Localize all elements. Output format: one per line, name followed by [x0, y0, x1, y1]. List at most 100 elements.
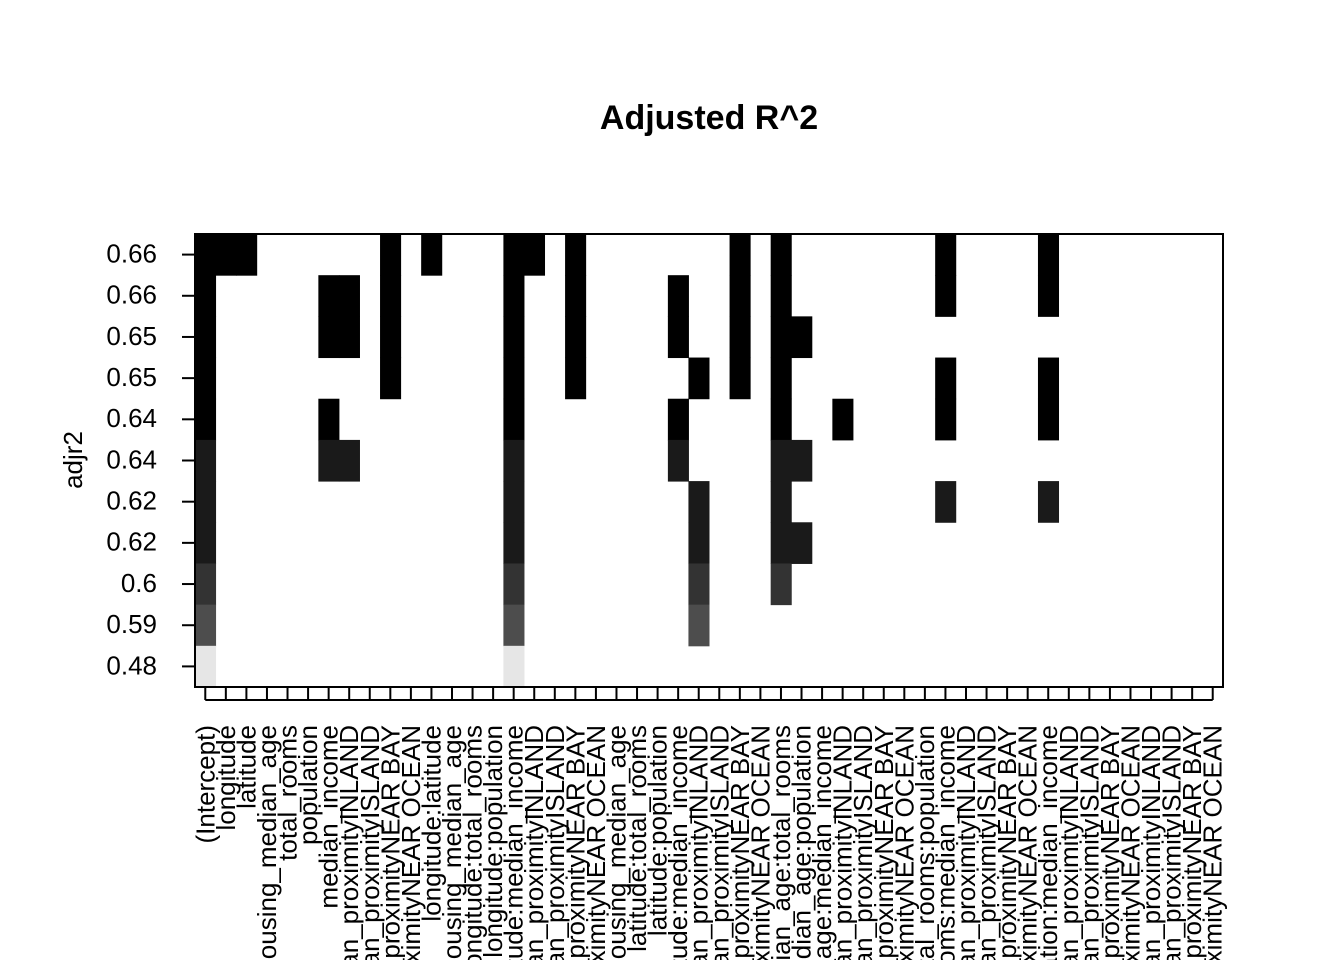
x-tick-label: latitude:population	[643, 725, 673, 936]
x-tick-label: ocean_proximityNEAR BAY	[375, 725, 405, 960]
x-tick-label: longitude:total_rooms	[458, 725, 488, 960]
cell	[770, 316, 792, 359]
x-tick-label: latitude:ocean_proximityINLAND	[684, 725, 714, 960]
cell	[318, 398, 340, 441]
cell	[503, 398, 525, 441]
cell	[667, 398, 689, 441]
x-tick-label: ocean_proximityINLAND	[334, 725, 364, 960]
cell	[791, 316, 813, 359]
x-tick-label: total_rooms:median_income	[930, 725, 960, 960]
cell	[380, 357, 402, 400]
cell	[688, 563, 710, 606]
x-tick-label: longitude:housing_median_age	[437, 725, 467, 960]
x-tick-label: longitude:ocean_proximityISLAND	[540, 725, 570, 960]
x-tick-label: housing_median_age:ocean_proximityINLAND	[828, 725, 858, 960]
cell	[565, 357, 587, 400]
x-tick-label: population:ocean_proximityNEAR BAY	[1095, 725, 1125, 960]
x-tick-label: latitude:ocean_proximityISLAND	[704, 725, 734, 960]
cell	[503, 481, 525, 523]
cell	[935, 481, 957, 523]
x-tick-label: latitude:housing_median_age	[601, 725, 631, 960]
x-tick-label: longitude:median_income	[499, 725, 529, 960]
x-tick-label: longitude:ocean_proximityNEAR BAY	[560, 725, 590, 960]
cell	[832, 398, 854, 441]
cell	[503, 604, 525, 647]
x-tick-label: total_rooms:population	[910, 725, 940, 960]
cell	[195, 439, 217, 482]
y-tick-label: 0.62	[106, 486, 157, 516]
cell	[236, 234, 258, 276]
cell	[338, 275, 360, 317]
x-tick-label: latitude:median_income	[663, 725, 693, 960]
x-tick-label: ocean_proximityNEAR OCEAN	[396, 725, 426, 960]
x-tick-label: population	[293, 725, 323, 845]
cell	[688, 357, 710, 400]
cell	[791, 522, 813, 564]
cell	[667, 439, 689, 482]
y-tick-label: 0.66	[106, 280, 157, 310]
cell	[1037, 234, 1060, 276]
cell	[667, 316, 689, 359]
cell	[770, 522, 792, 564]
cell	[1037, 275, 1060, 317]
x-tick-label: longitude:population	[478, 725, 508, 958]
cell	[503, 234, 525, 276]
cell	[503, 522, 525, 564]
cell	[380, 275, 402, 317]
x-tick-label: median_income:ocean_proximityNEAR BAY	[1177, 725, 1207, 960]
x-tick-label: median_income:ocean_proximityISLAND	[1157, 725, 1187, 960]
cell	[770, 234, 792, 276]
cell	[195, 398, 217, 441]
x-tick-label: (Intercept)	[190, 725, 220, 844]
cell	[770, 275, 792, 317]
cell	[935, 357, 957, 400]
x-tick-label: population:ocean_proximityINLAND	[1054, 725, 1084, 960]
cell	[503, 563, 525, 606]
x-tick-label: latitude:ocean_proximityNEAR BAY	[725, 725, 755, 960]
x-tick-label: housing_median_age:ocean_proximityNEAR B…	[869, 725, 899, 960]
y-tick-label: 0.6	[121, 568, 157, 598]
cell	[195, 275, 217, 317]
x-tick-label: housing_median_age	[252, 725, 282, 960]
y-tick-label: 0.59	[106, 609, 157, 639]
cell	[523, 234, 546, 276]
y-tick-label: 0.62	[106, 527, 157, 557]
cell	[380, 234, 402, 276]
x-tick-label: housing_median_age:ocean_proximityISLAND	[848, 725, 878, 960]
y-tick-label: 0.66	[106, 238, 157, 268]
cell	[503, 275, 525, 317]
cell	[318, 316, 340, 359]
y-tick-label: 0.64	[106, 444, 157, 474]
cell	[770, 481, 792, 523]
cell	[791, 439, 813, 482]
x-tick-label: housing_median_age:population	[787, 725, 817, 960]
cell	[503, 316, 525, 359]
x-tick-label: total_rooms:ocean_proximityISLAND	[972, 725, 1002, 960]
cell	[729, 357, 751, 400]
x-tick-label: longitude	[211, 725, 241, 831]
cell	[195, 481, 217, 523]
cell	[729, 275, 751, 317]
cell	[503, 439, 525, 482]
x-tick-label: population:median_income	[1033, 725, 1063, 960]
x-tick-label: longitude:ocean_proximityNEAR OCEAN	[581, 725, 611, 960]
x-tick-label: housing_median_age:total_rooms	[766, 725, 796, 960]
cell	[195, 604, 217, 647]
chart-title: Adjusted R^2	[600, 99, 818, 137]
cell	[565, 316, 587, 359]
cell	[688, 522, 710, 564]
x-tick-label: total_rooms:ocean_proximityNEAR OCEAN	[1013, 725, 1043, 960]
cell	[770, 439, 792, 482]
cell	[770, 357, 792, 400]
x-tick-label: population:ocean_proximityNEAR OCEAN	[1115, 725, 1145, 960]
cell	[318, 439, 340, 482]
cell	[195, 645, 217, 688]
x-tick-label: latitude:ocean_proximityNEAR OCEAN	[745, 725, 775, 960]
cells	[195, 234, 1060, 688]
cell	[935, 275, 957, 317]
cell	[729, 234, 751, 276]
cell	[565, 234, 587, 276]
y-tick-label: 0.64	[106, 403, 157, 433]
cell	[195, 563, 217, 606]
x-tick-label: median_income	[314, 725, 344, 909]
